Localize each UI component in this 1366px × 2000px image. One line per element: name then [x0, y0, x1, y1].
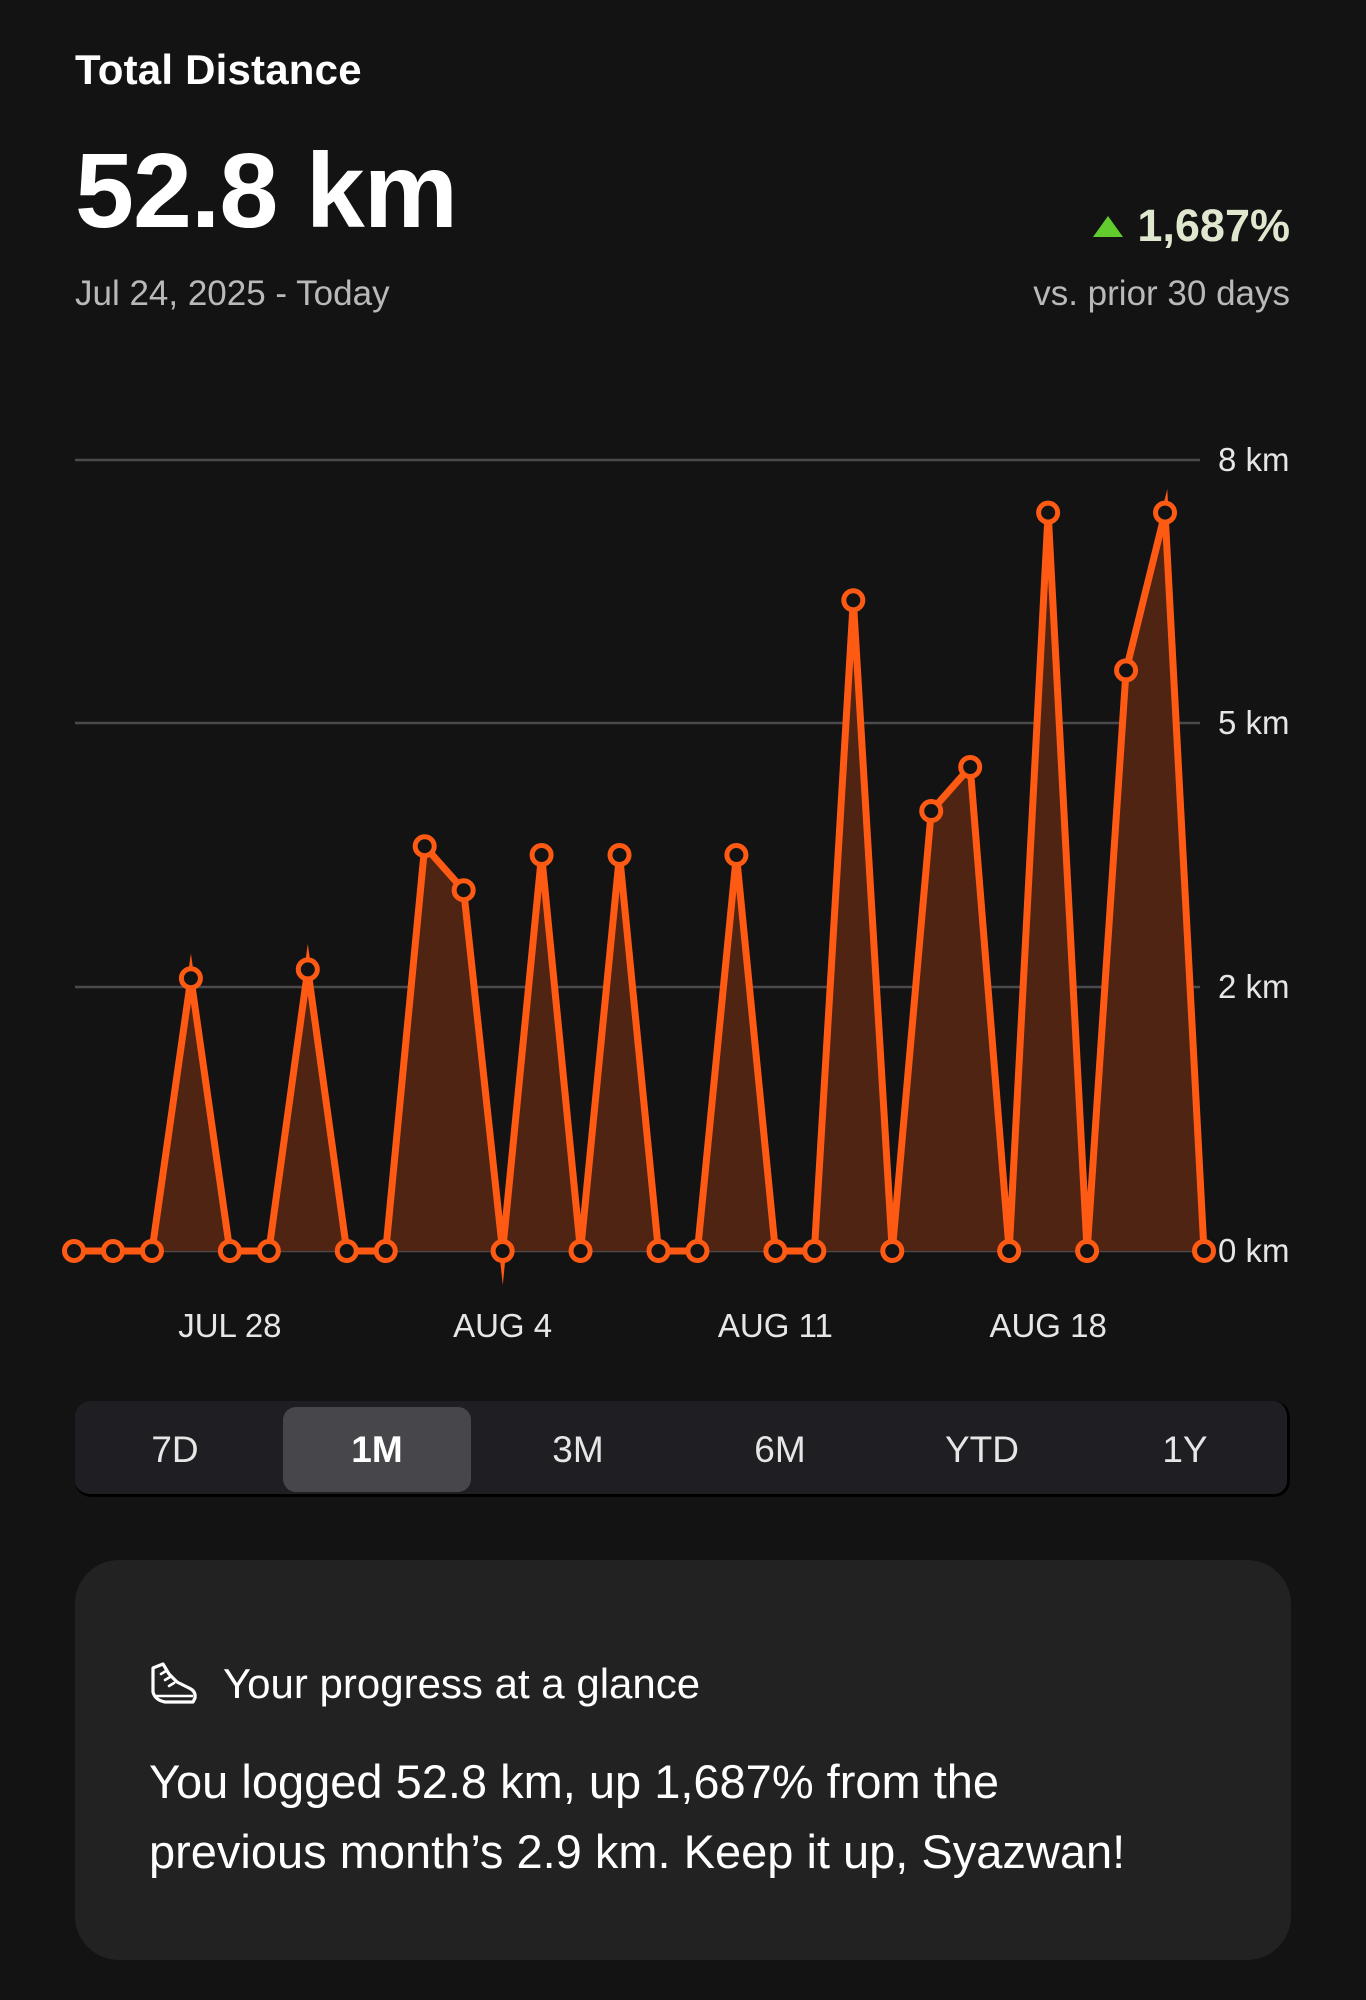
change-indicator: 1,687%: [1093, 200, 1290, 252]
data-point: [100, 1239, 125, 1263]
progress-summary-line-1: You logged 52.8 km, up 1,687% from the: [149, 1755, 1000, 1808]
data-point: [217, 1239, 242, 1263]
y-tick-label: 0 km: [1218, 1232, 1290, 1269]
data-point: [568, 1239, 593, 1263]
series-area: [74, 512, 1204, 1251]
y-tick-label: 8 km: [1218, 441, 1290, 478]
data-point: [451, 878, 476, 903]
data-point: [373, 1239, 398, 1263]
data-point: [841, 588, 866, 613]
data-point: [295, 957, 320, 982]
period-selector: 7D 1M 3M 6M YTD 1Y: [75, 1401, 1290, 1497]
data-point: [139, 1239, 164, 1263]
change-caption: vs. prior 30 days: [1033, 274, 1290, 313]
x-tick-label: AUG 11: [718, 1307, 833, 1344]
progress-card-title: Your progress at a glance: [223, 1660, 701, 1707]
period-option-1m[interactable]: 1M: [283, 1407, 471, 1492]
change-percent: 1,687%: [1137, 200, 1290, 251]
data-point: [997, 1239, 1022, 1263]
data-point: [412, 834, 437, 859]
data-point: [334, 1239, 359, 1263]
page-title: Total Distance: [75, 46, 362, 93]
period-option-3m[interactable]: 3M: [552, 1428, 604, 1470]
period-option-1y[interactable]: 1Y: [1162, 1428, 1208, 1470]
data-point: [490, 1239, 515, 1263]
data-point: [958, 755, 983, 779]
data-point: [256, 1239, 281, 1263]
x-tick-label: AUG 4: [453, 1307, 552, 1344]
total-distance-value: 52.8 km: [75, 132, 458, 250]
data-point: [62, 1239, 86, 1263]
data-point: [607, 843, 632, 867]
data-point: [802, 1239, 827, 1263]
data-point: [1114, 658, 1139, 683]
distance-chart[interactable]: 8 km 5 km 2 km 0 km JUL 28 AUG 4 AUG 11 AUG 18: [0, 400, 1366, 1360]
period-option-6m[interactable]: 6M: [754, 1428, 806, 1470]
y-tick-label: 5 km: [1218, 704, 1290, 741]
progress-summary: You logged 52.8 km, up 1,687% from the p…: [149, 1747, 1239, 1887]
data-point: [880, 1239, 905, 1263]
progress-summary-line-2: previous month’s 2.9 km. Keep it up, Sya…: [149, 1825, 1126, 1878]
x-tick-label: AUG 18: [989, 1307, 1106, 1344]
data-point: [724, 843, 749, 867]
data-point: [1153, 500, 1178, 525]
data-point: [646, 1239, 671, 1263]
data-point: [763, 1239, 788, 1263]
data-point: [1036, 500, 1061, 525]
progress-card-header: Your progress at a glance: [147, 1660, 700, 1708]
up-triangle-icon: [1093, 215, 1124, 237]
data-point: [1075, 1239, 1100, 1263]
x-tick-label: JUL 28: [178, 1307, 281, 1344]
data-point: [178, 966, 203, 991]
data-point: [529, 843, 554, 867]
progress-card: Your progress at a glance You logged 52.…: [75, 1560, 1291, 1960]
y-tick-label: 2 km: [1218, 968, 1290, 1005]
period-option-7d[interactable]: 7D: [151, 1428, 199, 1470]
data-point: [1192, 1239, 1216, 1263]
period-option-ytd[interactable]: YTD: [945, 1428, 1019, 1470]
shoe-icon: [151, 1662, 197, 1704]
data-point: [919, 799, 944, 823]
data-point: [685, 1239, 710, 1263]
date-range: Jul 24, 2025 - Today: [75, 274, 390, 313]
